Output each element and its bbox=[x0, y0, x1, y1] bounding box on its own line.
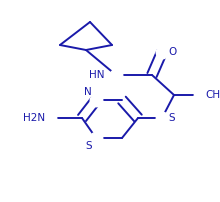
Text: S: S bbox=[168, 113, 175, 123]
Text: HN: HN bbox=[88, 70, 104, 80]
Text: S: S bbox=[85, 141, 92, 151]
Text: H2N: H2N bbox=[23, 113, 45, 123]
Text: CH3: CH3 bbox=[205, 90, 220, 100]
Text: O: O bbox=[168, 47, 176, 57]
Text: N: N bbox=[84, 87, 92, 97]
